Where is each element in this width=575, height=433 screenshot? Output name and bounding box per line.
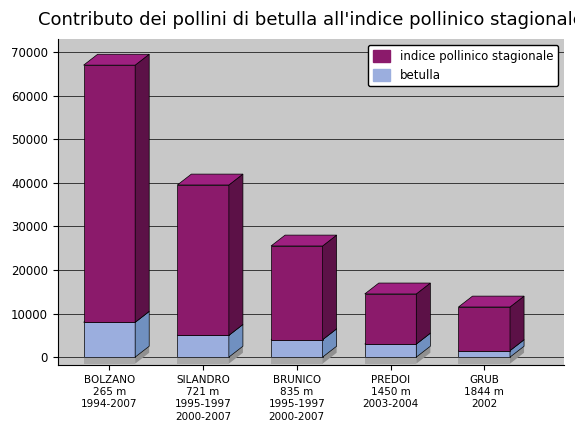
Title: Contributo dei pollini di betulla all'indice pollinico stagionale: Contributo dei pollini di betulla all'in… [38,11,575,29]
Polygon shape [416,283,430,344]
Polygon shape [271,329,336,340]
Polygon shape [135,346,149,364]
Polygon shape [510,296,524,351]
Polygon shape [135,54,149,322]
Polygon shape [229,174,243,335]
Polygon shape [135,311,149,357]
Polygon shape [365,357,416,364]
Polygon shape [271,340,323,357]
Polygon shape [271,357,323,364]
Polygon shape [416,346,430,364]
Polygon shape [458,307,510,351]
Polygon shape [323,235,336,340]
Polygon shape [365,344,416,357]
Polygon shape [177,324,243,335]
Polygon shape [323,346,336,364]
Polygon shape [83,65,135,322]
Legend: indice pollinico stagionale, betulla: indice pollinico stagionale, betulla [368,45,558,86]
Polygon shape [177,335,229,357]
Polygon shape [365,283,430,294]
Polygon shape [229,346,243,364]
Polygon shape [323,329,336,357]
Polygon shape [229,324,243,357]
Polygon shape [458,351,510,357]
Polygon shape [271,246,323,340]
Polygon shape [271,235,336,246]
Polygon shape [83,322,135,357]
Polygon shape [365,294,416,344]
Polygon shape [458,340,524,351]
Polygon shape [510,346,524,364]
Polygon shape [416,333,430,357]
Polygon shape [365,333,430,344]
Polygon shape [177,185,229,335]
Polygon shape [177,174,243,185]
Polygon shape [458,357,510,364]
Polygon shape [83,311,149,322]
Polygon shape [510,340,524,357]
Polygon shape [83,357,135,364]
Polygon shape [83,54,149,65]
Polygon shape [458,296,524,307]
Polygon shape [177,357,229,364]
